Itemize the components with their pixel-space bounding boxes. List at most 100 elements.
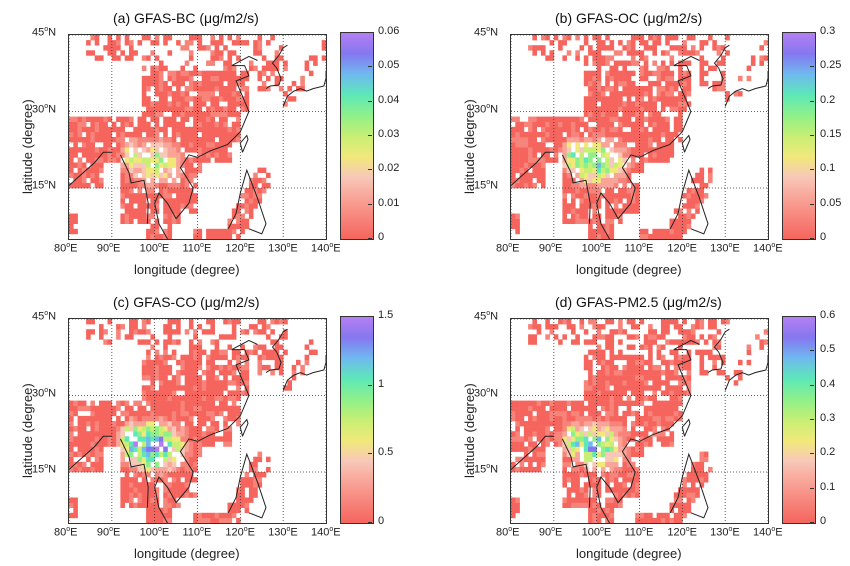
emission-cell [566, 426, 572, 432]
emission-cell [618, 375, 623, 381]
coastline [154, 55, 258, 239]
emission-cell [613, 431, 619, 437]
emission-cell [214, 426, 220, 432]
emission-cell [690, 487, 696, 493]
emission-cell [184, 101, 190, 107]
emission-cell [639, 55, 645, 61]
emission-cell [158, 395, 164, 401]
emission-cell [223, 126, 228, 133]
emission-cell [613, 162, 619, 168]
emission-cell [703, 60, 709, 66]
emission-cell [180, 426, 185, 432]
emission-cell [141, 137, 147, 143]
emission-cell [673, 80, 679, 87]
emission-cell [77, 400, 83, 406]
emission-cell [690, 198, 696, 204]
emission-cell [656, 70, 662, 77]
emission-cell [695, 466, 700, 473]
emission-cell [515, 400, 520, 406]
emission-cell [236, 421, 241, 427]
emission-cell [596, 50, 602, 56]
emission-cell [218, 390, 224, 396]
emission-cell [180, 91, 185, 97]
emission-cell [656, 380, 662, 386]
emission-cell [656, 137, 662, 143]
emission-cell [605, 395, 610, 401]
emission-cell [630, 167, 636, 173]
emission-cell [579, 213, 585, 219]
emission-cell [163, 431, 168, 437]
emission-cell [171, 213, 177, 219]
emission-cell [630, 101, 636, 107]
emission-cell [236, 233, 241, 239]
emission-cell [583, 121, 589, 128]
emission-cell [558, 441, 563, 447]
emission-cell [571, 182, 576, 189]
emission-cell [720, 354, 726, 361]
emission-cell [571, 198, 576, 204]
emission-cell [656, 147, 662, 153]
emission-map [69, 35, 326, 239]
emission-cell [686, 75, 692, 82]
emission-cell [240, 380, 245, 386]
emission-cell [278, 319, 284, 325]
emission-cell [154, 157, 160, 163]
emission-cell [643, 75, 649, 82]
emission-cell [163, 385, 168, 391]
colorbar-tick-label: 0.25 [820, 59, 842, 72]
emission-cell [532, 45, 537, 51]
emission-cell [695, 172, 700, 179]
lon-tick-label: 120oE [225, 526, 255, 539]
emission-cell [553, 324, 559, 330]
emission-cell [81, 466, 87, 473]
emission-cell [188, 188, 194, 194]
emission-cell [575, 55, 580, 61]
emission-cell [120, 218, 125, 224]
emission-cell [188, 354, 194, 361]
emission-cell [682, 334, 687, 340]
emission-cell [214, 410, 220, 417]
emission-cell [146, 390, 151, 396]
emission-cell [163, 364, 168, 371]
emission-cell [630, 492, 636, 498]
emission-cell [116, 55, 121, 61]
emission-cell [193, 390, 198, 396]
emission-cell [210, 116, 215, 122]
emission-cell [176, 203, 181, 209]
emission-cell [519, 131, 525, 138]
emission-cell [596, 126, 602, 133]
emission-cell [571, 400, 576, 406]
emission-cell [188, 131, 194, 138]
emission-cell [571, 472, 576, 478]
emission-cell [528, 177, 533, 184]
emission-cell [588, 400, 593, 406]
emission-cell [579, 319, 585, 325]
emission-cell [643, 431, 649, 437]
emission-cell [154, 436, 160, 442]
emission-cell [137, 213, 143, 219]
emission-cell [69, 446, 74, 452]
emission-cell [566, 502, 572, 508]
emission-cell [129, 182, 134, 189]
emission-cell [206, 75, 211, 82]
emission-cell [695, 208, 700, 214]
emission-cell [575, 497, 580, 503]
emission-cell [163, 177, 168, 184]
coastline [282, 70, 326, 107]
emission-cell [652, 370, 657, 376]
emission-cell [206, 111, 211, 117]
emission-cell [592, 91, 597, 97]
emission-cell [150, 213, 155, 219]
emission-cell [562, 482, 567, 488]
emission-cell [673, 218, 679, 224]
emission-cell [553, 142, 559, 148]
colorbar-tick-label: 0.3 [820, 412, 836, 424]
emission-cell [163, 172, 168, 179]
emission-cell [579, 426, 585, 432]
emission-cell [571, 431, 576, 437]
emission-cell [180, 177, 185, 184]
emission-cell [575, 461, 580, 468]
emission-cell [158, 182, 164, 189]
emission-cell [167, 431, 173, 437]
emission-cell [141, 162, 147, 168]
